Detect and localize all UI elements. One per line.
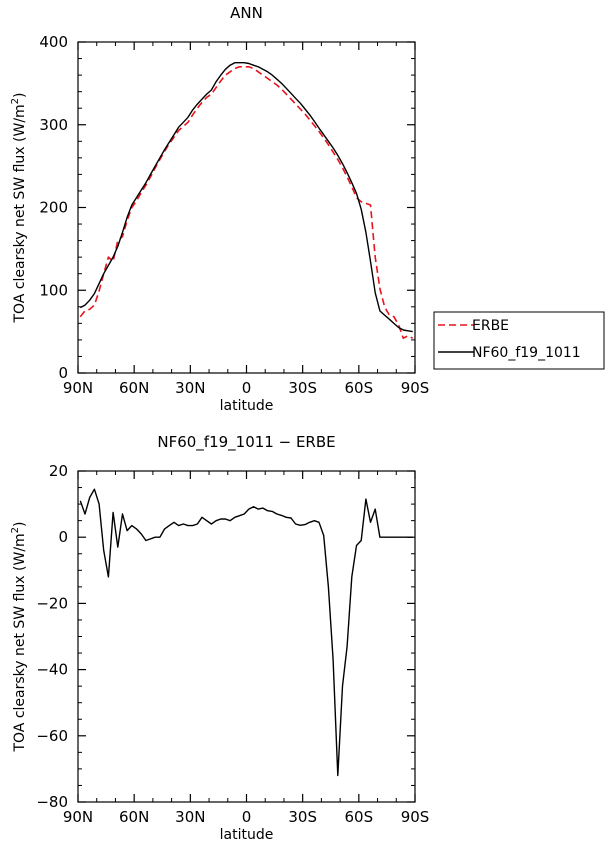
- x-tick-label: 60N: [119, 808, 149, 826]
- series-line-model: [79, 488, 413, 777]
- y-tick-label: −20: [36, 594, 68, 612]
- legend-label: NF60_f19_1011: [472, 345, 581, 361]
- y-axis-label: TOA clearsky net SW flux (W/m2): [10, 521, 28, 752]
- x-tick-label: 90S: [401, 808, 430, 826]
- x-tick-label: 90N: [63, 808, 93, 826]
- x-tick-label: 30S: [288, 808, 317, 826]
- x-tick-label: 60S: [345, 808, 374, 826]
- y-tick-label: 20: [49, 462, 68, 480]
- x-tick-label: 30S: [288, 379, 317, 397]
- y-tick-label: −40: [36, 661, 68, 679]
- series-group: [79, 62, 414, 340]
- y-tick-label: 100: [39, 281, 68, 299]
- x-tick-label: 30N: [175, 379, 205, 397]
- plot-frame: [77, 470, 416, 803]
- series-group: [79, 488, 413, 777]
- chart-title: ANN: [230, 4, 263, 22]
- y-tick-label: 200: [39, 199, 68, 217]
- x-tick-label: 90S: [401, 379, 430, 397]
- chart-panel-top: ANN 90N 60N 30N 0 30S 60S 90S 0 100 200 300 400 latit…: [10, 4, 429, 414]
- legend: ERBE NF60_f19_1011: [433, 311, 605, 370]
- x-axis-label: latitude: [220, 827, 274, 843]
- legend-label: ERBE: [472, 318, 509, 334]
- chart-title: NF60_f19_1011 − ERBE: [157, 433, 335, 452]
- legend-box: [433, 311, 605, 370]
- x-tick-label: 0: [242, 379, 252, 397]
- y-tick-label: −60: [36, 727, 68, 745]
- y-tick-label: 0: [58, 364, 68, 382]
- x-tick-label: 0: [242, 808, 252, 826]
- y-tick-label: 400: [39, 33, 68, 51]
- y-tick-label: 0: [58, 528, 68, 546]
- x-tick-label: 60N: [119, 379, 149, 397]
- y-tick-label: −80: [36, 793, 68, 811]
- y-tick-label: 300: [39, 116, 68, 134]
- plot-frame: [77, 41, 416, 374]
- series-line-model: [79, 62, 413, 333]
- y-axis-label: TOA clearsky net SW flux (W/m2): [10, 92, 28, 323]
- series-line-erbe: [79, 66, 414, 340]
- x-tick-label: 60S: [345, 379, 374, 397]
- x-tick-label: 90N: [63, 379, 93, 397]
- chart-panel-bottom: NF60_f19_1011 − ERBE 90N 60N 30N 0 30S 60S 90S −…: [10, 433, 429, 843]
- x-axis-label: latitude: [220, 398, 274, 414]
- x-tick-label: 30N: [175, 808, 205, 826]
